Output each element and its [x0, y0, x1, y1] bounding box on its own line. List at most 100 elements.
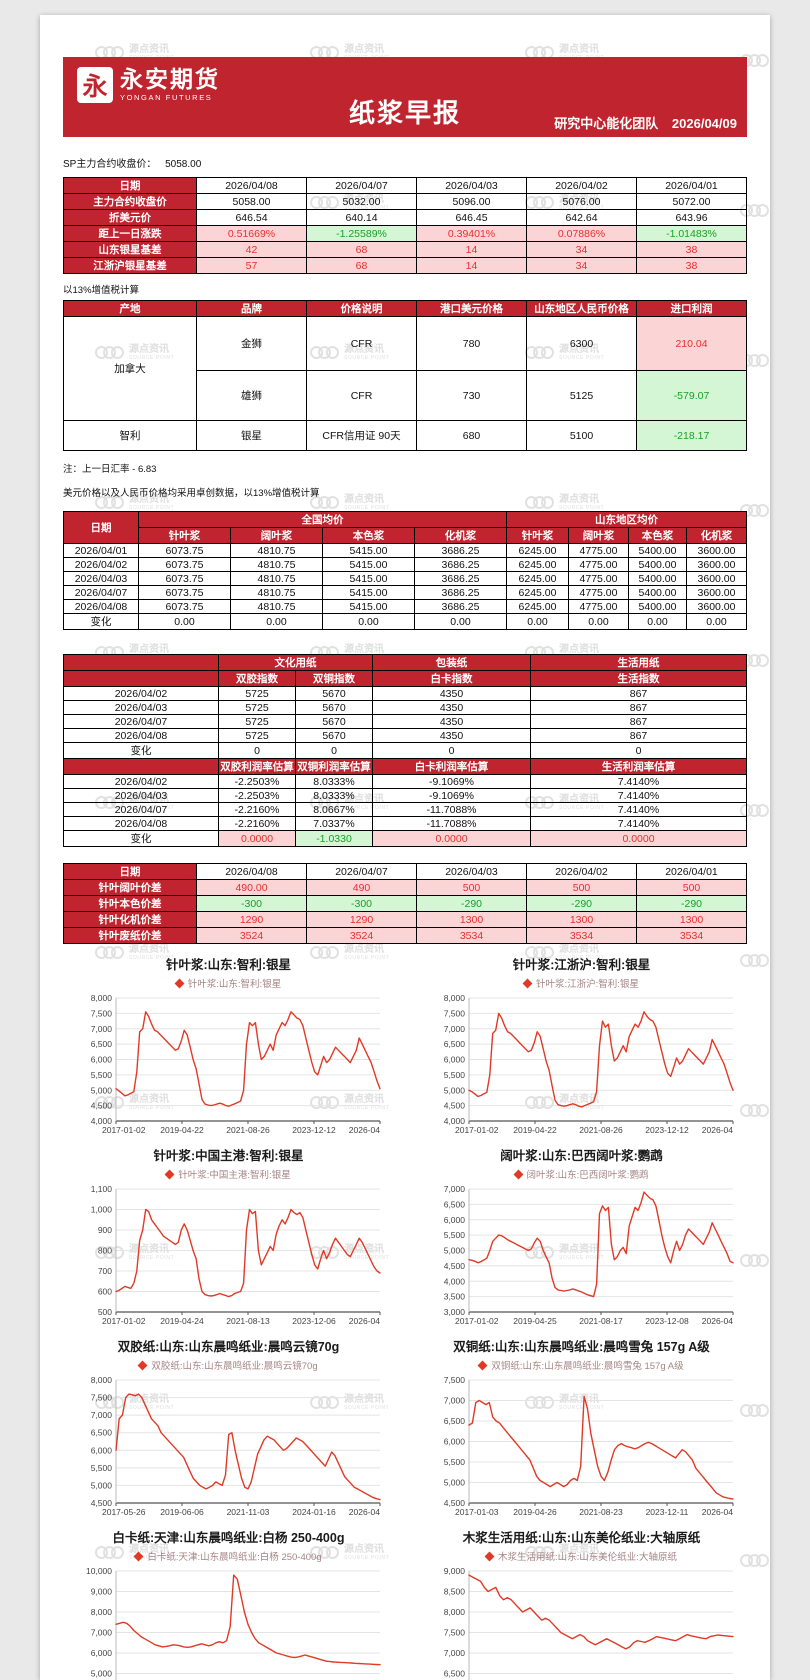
cell: 2026/04/08	[196, 177, 307, 194]
cell: 0.0000	[372, 830, 531, 847]
svg-text:2017-01-02: 2017-01-02	[102, 1125, 146, 1135]
chart-4: 阔叶浆:山东:巴西阔叶浆:鹦鹉 阔叶浆:山东:巴西阔叶浆:鹦鹉 7,000 6,500…	[417, 1145, 746, 1330]
cell: 4775.00	[568, 599, 629, 614]
cell: 3600.00	[686, 557, 747, 572]
svg-text:500: 500	[97, 1307, 111, 1317]
cell: 1300	[416, 911, 527, 928]
cell: 643.96	[636, 209, 747, 226]
chart-8: 木浆生活用纸:山东:山东美伦纸业:大轴原纸 木浆生活用纸:山东:山东美伦纸业:大轴…	[417, 1527, 746, 1680]
svg-text:7,000: 7,000	[443, 1024, 465, 1034]
cell: -9.1069%	[372, 788, 531, 803]
cell: 42	[196, 241, 307, 258]
svg-text:2017-05-26: 2017-05-26	[102, 1507, 146, 1517]
cell: 640.14	[306, 209, 417, 226]
svg-text:2017-01-02: 2017-01-02	[455, 1125, 499, 1135]
cell: 2026/04/02	[526, 863, 637, 880]
cell: 867	[530, 700, 747, 715]
svg-text:2017-01-02: 2017-01-02	[102, 1316, 146, 1326]
cell: 3534	[636, 927, 747, 944]
cell: -218.17	[636, 420, 747, 451]
svg-text:6,000: 6,000	[443, 1055, 465, 1065]
cell: 5415.00	[322, 543, 415, 558]
note-fx: 注：上一日汇率 - 6.83	[63, 464, 157, 475]
svg-text:6,500: 6,500	[90, 1039, 112, 1049]
cell: 4810.75	[230, 543, 323, 558]
cell: 4810.75	[230, 557, 323, 572]
chart-legend: 针叶浆:中国主港:智利:银星	[64, 1167, 393, 1181]
table-sp-summary: 日期 2026/04/08 2026/04/07 2026/04/03 2026/04/…	[63, 177, 747, 274]
svg-text:7,000: 7,000	[443, 1648, 465, 1658]
logo-mark-icon: 永	[77, 67, 113, 103]
svg-text:2026-04: 2026-04	[348, 1125, 379, 1135]
cell: 5400.00	[628, 543, 687, 558]
svg-text:6,000: 6,000	[90, 1055, 112, 1065]
data-table: 日期 2026/04/08 2026/04/07 2026/04/03 2026/04/…	[63, 863, 747, 944]
chart-legend-label: 木浆生活用纸:山东:山东美伦纸业:大轴原纸	[498, 1552, 677, 1563]
sp-price-value: 5058.00	[165, 159, 202, 170]
sp-price-label: SP主力合约收盘价：	[63, 159, 157, 170]
logo-company-name-en: YONGAN FUTURES	[120, 93, 213, 102]
cell: 折美元价	[63, 209, 197, 226]
cell: 5415.00	[322, 599, 415, 614]
cell: 5032.00	[306, 193, 417, 210]
cell: 5072.00	[636, 193, 747, 210]
cell: 港口美元价格	[416, 300, 527, 317]
cell: 针叶阔叶价差	[63, 879, 197, 896]
table-avg-price: 日期 全国均价 山东地区均价 针叶浆 阔叶浆 本色浆 化机浆 针叶浆 阔叶浆 本色浆 化机浆 2026…	[63, 511, 747, 630]
data-table: 文化用纸 包装纸 生活用纸 双胶指数 双铜指数 白卡指数 生活指数 2026/04/02 572…	[63, 654, 747, 847]
cell: 0	[372, 742, 531, 759]
svg-text:2024-01-16: 2024-01-16	[292, 1507, 336, 1517]
cell: 4350	[372, 728, 531, 743]
svg-text:2019-04-26: 2019-04-26	[513, 1507, 557, 1517]
watermark-brand: 源点资讯	[344, 44, 384, 55]
cell: 金狮	[196, 316, 307, 371]
cell: 5125	[526, 370, 637, 421]
svg-text:5,000: 5,000	[443, 1246, 465, 1256]
cell: 4775.00	[568, 571, 629, 586]
svg-text:5,000: 5,000	[443, 1478, 465, 1488]
svg-text:7,500: 7,500	[90, 1393, 112, 1403]
cell: 5415.00	[322, 571, 415, 586]
cell: 化机浆	[414, 527, 507, 544]
cell: -11.7088%	[372, 816, 531, 831]
svg-text:2023-12-12: 2023-12-12	[292, 1125, 336, 1135]
legend-diamond-icon	[133, 1551, 144, 1561]
cell: -2.2503%	[218, 788, 296, 803]
svg-text:8,000: 8,000	[443, 1607, 465, 1617]
svg-text:2023-12-08: 2023-12-08	[645, 1316, 689, 1326]
cell: 产地	[63, 300, 197, 317]
svg-text:9,000: 9,000	[90, 1587, 112, 1597]
legend-diamond-icon	[164, 1169, 175, 1179]
cell: 6245.00	[506, 571, 569, 586]
cell: 6245.00	[506, 599, 569, 614]
chart-legend: 双铜纸:山东:山东晨鸣纸业:晨鸣雪兔 157g A级	[417, 1358, 746, 1372]
cell: 5400.00	[628, 571, 687, 586]
cell: 500	[416, 879, 527, 896]
svg-text:4,500: 4,500	[90, 1498, 112, 1508]
svg-text:6,000: 6,000	[443, 1437, 465, 1447]
svg-text:6,500: 6,500	[443, 1416, 465, 1426]
cell: 5400.00	[628, 585, 687, 600]
chart-plot: 8,000 7,500 7,000 6,500 6,000 5,500 5,000 4,500…	[90, 993, 381, 1135]
cell: 867	[530, 686, 747, 701]
cell: 5670	[295, 714, 373, 729]
svg-text:4,500: 4,500	[90, 1101, 112, 1111]
svg-text:3,500: 3,500	[443, 1292, 465, 1302]
svg-text:2026-04: 2026-04	[701, 1125, 732, 1135]
svg-text:1,000: 1,000	[90, 1205, 112, 1215]
cell: 雄狮	[196, 370, 307, 421]
chart-legend-label: 针叶浆:山东:智利:银星	[187, 979, 282, 990]
cell: -290	[636, 895, 747, 912]
chart-3: 针叶浆:中国主港:智利:银星 针叶浆:中国主港:智利:银星 1,100 1,000 90…	[64, 1145, 393, 1330]
cell: 白卡利润率估算	[372, 758, 531, 775]
chart-plot: 8,000 7,500 7,000 6,500 6,000 5,500 5,000 4,500…	[90, 1375, 381, 1517]
cell: 0.00	[230, 613, 323, 630]
cell: 0.39401%	[416, 225, 527, 242]
svg-text:6,500: 6,500	[90, 1428, 112, 1438]
chart-title: 双铜纸:山东:山东晨鸣纸业:晨鸣雪兔 157g A级	[453, 1340, 710, 1354]
watermark-brand: 源点资讯	[559, 44, 599, 55]
svg-text:2021-11-03: 2021-11-03	[226, 1507, 269, 1517]
cell: 4810.75	[230, 585, 323, 600]
svg-text:7,500: 7,500	[443, 1628, 465, 1638]
